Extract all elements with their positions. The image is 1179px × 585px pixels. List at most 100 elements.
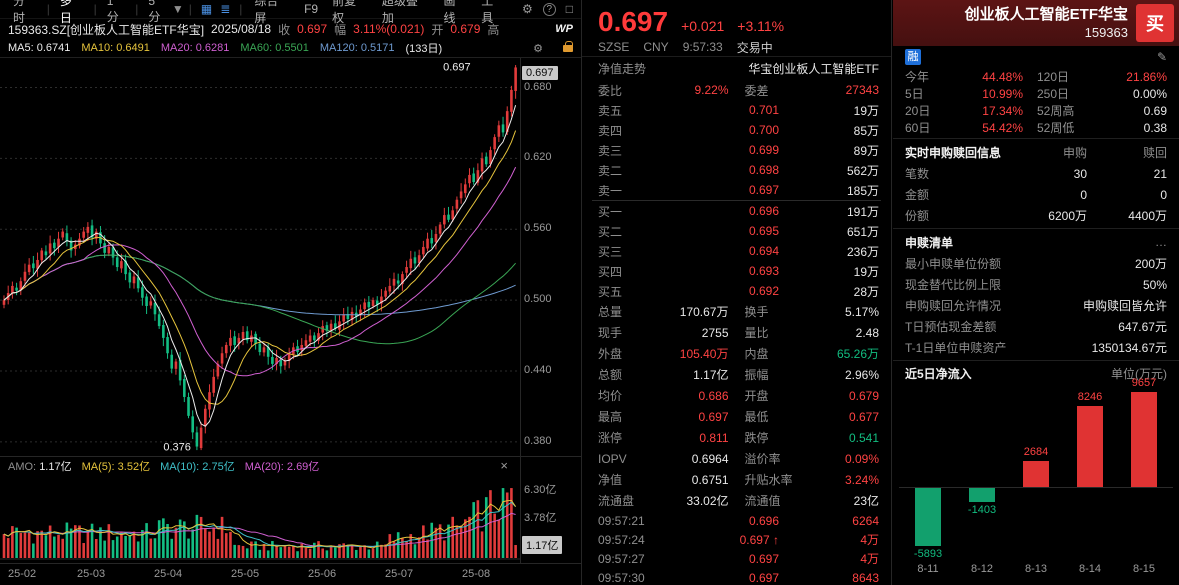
grid-view-icon[interactable]: ▦ bbox=[200, 2, 213, 16]
ma-value: MA20: 0.6281 bbox=[160, 42, 230, 54]
pcf-value: 647.67元 bbox=[1118, 320, 1167, 334]
nav-row: 净值走势 华宝创业板人工智能ETF bbox=[582, 56, 891, 80]
stat-label: 总额 bbox=[598, 368, 623, 382]
range-value: 3.11%(0.021) bbox=[353, 22, 425, 36]
ask-row[interactable]: 卖五 0.701 19万 bbox=[582, 100, 891, 120]
pcf-value: 200万 bbox=[1134, 257, 1167, 271]
gear-icon[interactable]: ⚙ bbox=[533, 42, 543, 55]
price-change-pct: +3.11% bbox=[737, 18, 785, 34]
gear-icon[interactable]: ⚙ bbox=[522, 2, 533, 16]
bid-row[interactable]: 买一 0.696 191万 bbox=[582, 201, 891, 221]
perf-value: 0.38 bbox=[1143, 120, 1167, 135]
bid-label: 买二 bbox=[598, 224, 623, 239]
flow-bar bbox=[969, 488, 995, 502]
stat-value: 33.02亿 bbox=[686, 494, 729, 508]
candlestick-chart[interactable]: 0.697 0.376 bbox=[0, 58, 520, 456]
pcf-label: 现金替代比例上限 bbox=[905, 278, 1002, 292]
purchase-row-label: 笔数 bbox=[905, 167, 930, 181]
purchase-value: 30 bbox=[1073, 166, 1087, 181]
amo-label: AMO: bbox=[8, 460, 37, 473]
toolbar-menu-item[interactable]: 工具 bbox=[481, 0, 494, 25]
stat-row: 净值 0.6751 升贴水率 3.24% bbox=[582, 469, 891, 490]
nav-trend-link[interactable]: 净值走势 bbox=[598, 62, 647, 76]
flow-value: -1403 bbox=[967, 504, 997, 516]
toolbar-menu-item[interactable]: 画线 bbox=[443, 0, 456, 25]
date-tick: 25-05 bbox=[231, 568, 260, 580]
stat-row: 现手 2755 量比 2.48 bbox=[582, 322, 891, 343]
pcf-value: 申购赎回皆允许 bbox=[1082, 299, 1167, 313]
bid-label: 买五 bbox=[598, 284, 623, 299]
bid-price: 0.693 bbox=[748, 264, 779, 278]
flows-section-header: 近5日净流入 单位(万元) bbox=[893, 363, 1179, 383]
list-view-icon[interactable]: ≣ bbox=[220, 2, 231, 16]
buy-button[interactable]: 买 bbox=[1136, 4, 1174, 42]
ask-row[interactable]: 卖一 0.697 185万 bbox=[582, 180, 891, 200]
orderbook-divider bbox=[592, 200, 881, 201]
toolbar-menu-item[interactable]: 前复权 bbox=[332, 0, 357, 25]
flow-bar bbox=[1131, 392, 1157, 487]
flow-value: -5893 bbox=[913, 548, 943, 560]
stat-value: 3.24% bbox=[844, 472, 879, 487]
bid-row[interactable]: 买二 0.695 651万 bbox=[582, 221, 891, 241]
info-panel: 创业板人工智能ETF华宝 159363 买 融 ✎ 今年 44.48% 120日 21… bbox=[893, 0, 1179, 585]
stat-value: 105.40万 bbox=[679, 347, 729, 361]
toolbar-menu-item[interactable]: F9 bbox=[304, 2, 319, 16]
stat-row: 总额 1.17亿 振幅 2.96% bbox=[582, 364, 891, 385]
toolbar-tab-2[interactable]: 多日 bbox=[59, 0, 72, 25]
trade-date: 2025/08/18 bbox=[211, 22, 272, 36]
perf-value: 17.34% bbox=[982, 103, 1023, 118]
perf-row: 今年 44.48% 120日 21.86% bbox=[893, 68, 1179, 85]
section-divider bbox=[893, 360, 1179, 361]
ask-volume: 562万 bbox=[846, 163, 879, 178]
bid-label: 买一 bbox=[598, 204, 623, 219]
bid-row[interactable]: 买四 0.693 19万 bbox=[582, 261, 891, 281]
chart-section: 分时 | 多日 | 1分 | 5分 ▼ | ▦ ≣ | 综合屏 F9 前复权 超级叠加 画线 工具 ⚙… bbox=[0, 0, 582, 585]
ask-volume: 85万 bbox=[853, 123, 879, 138]
section-divider bbox=[893, 228, 1179, 229]
ask-row[interactable]: 卖四 0.700 85万 bbox=[582, 120, 891, 140]
vol-ma5-label: MA(5): bbox=[81, 460, 115, 473]
date-tick: 25-02 bbox=[8, 568, 37, 580]
pcf-value: 50% bbox=[1142, 277, 1167, 292]
dropdown-icon[interactable]: ▼ bbox=[171, 2, 184, 16]
stat-label: 总量 bbox=[598, 305, 623, 319]
volume-chart[interactable] bbox=[0, 474, 520, 560]
purchase-value: 0 bbox=[1080, 187, 1087, 202]
help-icon[interactable]: ? bbox=[542, 2, 556, 16]
date-tick: 25-04 bbox=[154, 568, 183, 580]
toolbar-tab-4[interactable]: 5分 bbox=[148, 0, 161, 24]
perf-value: 0.00% bbox=[1132, 86, 1167, 101]
instrument-code: 159363 bbox=[1084, 24, 1128, 40]
bid-row[interactable]: 买三 0.694 236万 bbox=[582, 241, 891, 261]
stat-label: 现手 bbox=[598, 326, 623, 340]
toolbar-tab-3[interactable]: 1分 bbox=[106, 0, 119, 24]
commission-row: 委比 9.22% 委差 27343 bbox=[582, 80, 891, 100]
stat-label: 振幅 bbox=[744, 368, 769, 382]
stat-value: 1.17亿 bbox=[693, 368, 729, 382]
bid-row[interactable]: 买五 0.692 28万 bbox=[582, 281, 891, 301]
more-icon[interactable]: … bbox=[1155, 235, 1167, 249]
price-tick: 0.500 bbox=[524, 293, 552, 306]
stat-label: 溢价率 bbox=[744, 452, 781, 466]
toolbar-menu-item[interactable]: 超级叠加 bbox=[381, 0, 418, 25]
stat-label: 流通盘 bbox=[598, 494, 635, 508]
perf-value: 44.48% bbox=[982, 69, 1023, 84]
stat-row: 流通盘 33.02亿 流通值 23亿 bbox=[582, 490, 891, 511]
toolbar-tab-1[interactable]: 分时 bbox=[13, 0, 26, 25]
stat-value: 0.6751 bbox=[691, 472, 729, 487]
ask-row[interactable]: 卖二 0.698 562万 bbox=[582, 160, 891, 180]
tick-time: 09:57:27 bbox=[598, 551, 645, 566]
lock-icon[interactable] bbox=[563, 40, 573, 52]
stat-label: 外盘 bbox=[598, 347, 623, 361]
stat-value: 0.811 bbox=[699, 430, 729, 445]
ask-row[interactable]: 卖三 0.699 89万 bbox=[582, 140, 891, 160]
pencil-icon[interactable]: ✎ bbox=[1156, 50, 1167, 64]
toolbar-menu-item[interactable]: 综合屏 bbox=[254, 0, 279, 25]
stat-value: 0.541 bbox=[848, 430, 879, 445]
close-icon[interactable]: × bbox=[500, 458, 508, 473]
expand-icon[interactable]: □ bbox=[565, 2, 573, 16]
perf-label: 52周高 bbox=[1037, 104, 1075, 118]
stat-row: IOPV 0.6964 溢价率 0.09% bbox=[582, 448, 891, 469]
pcf-row: 申购赎回允许情况 申购赎回皆允许 bbox=[893, 295, 1179, 316]
last-price: 0.697 bbox=[598, 6, 669, 37]
